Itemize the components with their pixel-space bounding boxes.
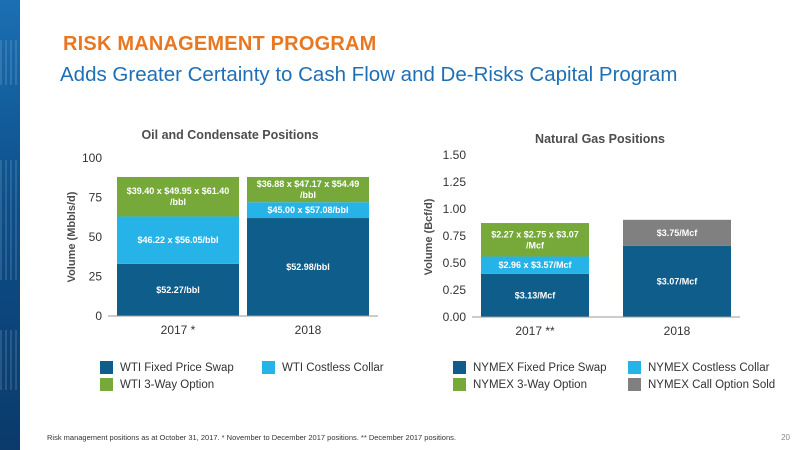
- y-tick-label: 0.50: [443, 256, 467, 270]
- legend-item-nymex-call-sold: NYMEX Call Option Sold: [628, 378, 775, 391]
- bar-segment: [247, 202, 369, 219]
- bar-segment: [117, 216, 239, 264]
- legend-label: NYMEX 3-Way Option: [473, 378, 587, 391]
- y-tick-label: 1.00: [443, 202, 467, 216]
- gas-chart-title: Natural Gas Positions: [535, 132, 665, 146]
- bar-segment: [117, 176, 239, 217]
- legend-swatch: [453, 361, 466, 374]
- y-tick-label: 0.75: [443, 229, 467, 243]
- data-label: $36.88 x $47.17 x $54.49/bbl: [257, 179, 360, 200]
- legend-item-nymex-collar: NYMEX Costless Collar: [628, 361, 769, 374]
- legend-item-nymex-3way: NYMEX 3-Way Option: [453, 378, 587, 391]
- y-axis-label: Volume (Bcf/d): [423, 198, 435, 275]
- footnote: Risk management positions as at October …: [47, 433, 456, 442]
- bar-segment: [117, 263, 239, 316]
- x-tick-label: 2017 *: [161, 323, 196, 337]
- bar-segment: [481, 223, 589, 257]
- legend-swatch: [453, 378, 466, 391]
- legend-item-wti-fixed: WTI Fixed Price Swap: [100, 361, 234, 374]
- y-tick-label: 100: [82, 151, 102, 165]
- legend-swatch: [262, 361, 275, 374]
- bar-segment: [623, 245, 731, 317]
- data-label: $46.22 x $56.05/bbl: [137, 235, 218, 245]
- legend-label: NYMEX Fixed Price Swap: [473, 361, 607, 374]
- bar-segment: [481, 256, 589, 274]
- y-tick-label: 0: [95, 309, 102, 323]
- legend-swatch: [100, 378, 113, 391]
- data-label: $3.13/Mcf: [515, 290, 557, 300]
- data-label: $39.40 x $49.95 x $61.40/bbl: [127, 186, 230, 207]
- x-tick-label: 2018: [295, 323, 322, 337]
- legend-label: WTI Costless Collar: [282, 361, 384, 374]
- y-tick-label: 1.50: [443, 148, 467, 162]
- legend-item-wti-collar: WTI Costless Collar: [262, 361, 384, 374]
- legend-label: NYMEX Call Option Sold: [648, 378, 776, 391]
- side-decoration: [0, 0, 20, 450]
- y-tick-label: 75: [89, 191, 103, 205]
- legend-label: NYMEX Costless Collar: [648, 361, 770, 374]
- data-label: $45.00 x $57.08/bbl: [267, 205, 348, 215]
- page-number: 20: [781, 433, 790, 442]
- y-tick-label: 50: [89, 230, 103, 244]
- legend-swatch: [628, 378, 641, 391]
- data-label: $3.75/Mcf: [657, 228, 699, 238]
- page-title: RISK MANAGEMENT PROGRAM: [63, 33, 377, 55]
- data-label: $52.98/bbl: [286, 262, 330, 272]
- data-label: $2.27 x $2.75 x $3.07/Mcf: [491, 229, 579, 250]
- y-tick-label: 25: [89, 270, 103, 284]
- y-tick-label: 0.25: [443, 283, 467, 297]
- page-subtitle: Adds Greater Certainty to Cash Flow and …: [60, 63, 678, 86]
- bar-segment: [247, 218, 369, 316]
- y-tick-label: 0.00: [443, 310, 467, 324]
- x-tick-label: 2018: [664, 324, 691, 338]
- bar-segment: [247, 176, 369, 203]
- legend-label: WTI Fixed Price Swap: [120, 361, 234, 374]
- legend-item-nymex-fixed: NYMEX Fixed Price Swap: [453, 361, 607, 374]
- legend-swatch: [100, 361, 113, 374]
- legend-swatch: [628, 361, 641, 374]
- data-label: $3.07/Mcf: [657, 276, 699, 286]
- data-label: $2.96 x $3.57/Mcf: [498, 260, 572, 270]
- legend-label: WTI 3-Way Option: [120, 378, 215, 391]
- legend-item-wti-3way: WTI 3-Way Option: [100, 378, 214, 391]
- bar-segment: [481, 273, 589, 317]
- bar-segment: [623, 219, 731, 246]
- y-axis-label: Volume (Mbbls/d): [66, 191, 78, 282]
- y-tick-label: 1.25: [443, 175, 467, 189]
- x-tick-label: 2017 **: [515, 324, 555, 338]
- data-label: $52.27/bbl: [156, 285, 200, 295]
- oil-chart-title: Oil and Condensate Positions: [141, 128, 319, 142]
